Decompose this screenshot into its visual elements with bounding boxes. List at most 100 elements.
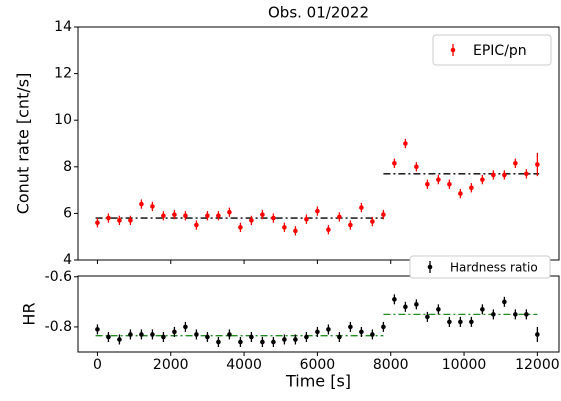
data-point (293, 228, 298, 234)
data-point (425, 181, 430, 187)
data-point (359, 329, 364, 335)
data-point (216, 213, 221, 219)
data-point (513, 312, 518, 317)
y-tick-label: 6 (63, 205, 72, 221)
legend-label: EPIC/pn (473, 43, 527, 59)
data-point (216, 339, 221, 345)
data-point (458, 191, 463, 196)
data-point (106, 215, 111, 221)
data-point (205, 334, 210, 340)
y-tick-label: 14 (54, 19, 72, 35)
data-point (183, 324, 188, 330)
data-point (260, 212, 265, 217)
x-tick-label: 10000 (442, 357, 487, 373)
chart-title: Obs. 01/2022 (268, 4, 369, 22)
data-point (139, 201, 144, 207)
data-point (414, 302, 419, 307)
legend-marker (427, 264, 433, 270)
x-tick-label: 0 (93, 357, 102, 373)
data-point (194, 222, 199, 228)
y-tick-label: -0.6 (45, 269, 72, 285)
data-point (535, 162, 540, 167)
data-point (359, 205, 364, 210)
data-point (370, 219, 375, 224)
data-point (150, 332, 155, 337)
data-point (282, 225, 287, 230)
data-point (392, 161, 397, 166)
data-point (403, 304, 408, 310)
data-point (260, 339, 265, 345)
y-tick-label: 10 (54, 112, 72, 128)
data-point (128, 332, 133, 337)
data-point (469, 185, 474, 191)
data-point (447, 319, 452, 325)
plot-frame (77, 26, 560, 261)
data-point (524, 312, 529, 317)
data-point (194, 332, 199, 337)
data-point (227, 332, 232, 337)
data-point (436, 177, 441, 182)
data-point (524, 171, 529, 177)
data-point (436, 307, 441, 312)
data-point (95, 327, 100, 332)
x-tick-label: 8000 (373, 357, 409, 373)
data-point (304, 334, 309, 340)
data-point (491, 312, 496, 317)
x-tick-label: 2000 (153, 357, 189, 373)
data-point (161, 334, 166, 340)
data-point (326, 327, 331, 332)
x-axis-label: Time [s] (285, 372, 351, 391)
data-point (425, 314, 430, 320)
data-point (227, 209, 232, 215)
data-point (535, 332, 540, 337)
data-point (117, 218, 122, 223)
data-point (315, 329, 320, 335)
data-point (238, 225, 243, 230)
data-point (414, 164, 419, 170)
y-tick-label: -0.8 (45, 319, 72, 335)
data-point (304, 216, 309, 222)
y-axis-label: HR (20, 302, 39, 325)
data-point (249, 218, 254, 223)
data-point (161, 213, 166, 219)
x-tick-label: 4000 (226, 357, 262, 373)
data-point (106, 334, 111, 340)
data-point (392, 297, 397, 302)
data-point (271, 339, 276, 345)
data-point (447, 181, 452, 187)
data-point (282, 337, 287, 342)
data-point (326, 227, 331, 233)
data-point (513, 161, 518, 166)
data-point (172, 212, 177, 217)
x-tick-label: 12000 (515, 357, 560, 373)
data-point (139, 332, 144, 337)
data-point (95, 220, 100, 226)
data-point (348, 324, 353, 330)
x-tick-label: 6000 (300, 357, 336, 373)
data-point (502, 299, 507, 305)
data-point (117, 337, 122, 342)
y-tick-label: 4 (63, 252, 72, 268)
legend-marker (450, 47, 456, 53)
data-point (348, 222, 353, 228)
data-point (315, 208, 320, 214)
y-tick-label: 12 (54, 66, 72, 82)
data-point (183, 213, 188, 219)
legend-box (409, 255, 551, 279)
data-point (480, 307, 485, 312)
data-point (469, 319, 474, 325)
data-point (150, 204, 155, 209)
plot-frame (77, 275, 560, 353)
data-point (337, 334, 342, 340)
data-point (128, 218, 133, 223)
data-point (381, 324, 386, 330)
legend-label: Hardness ratio (450, 261, 538, 275)
data-point (370, 332, 375, 337)
data-point (458, 319, 463, 325)
data-point (271, 215, 276, 221)
data-point (172, 329, 177, 335)
data-point (238, 339, 243, 345)
data-point (491, 172, 496, 178)
y-tick-label: 8 (63, 159, 72, 175)
